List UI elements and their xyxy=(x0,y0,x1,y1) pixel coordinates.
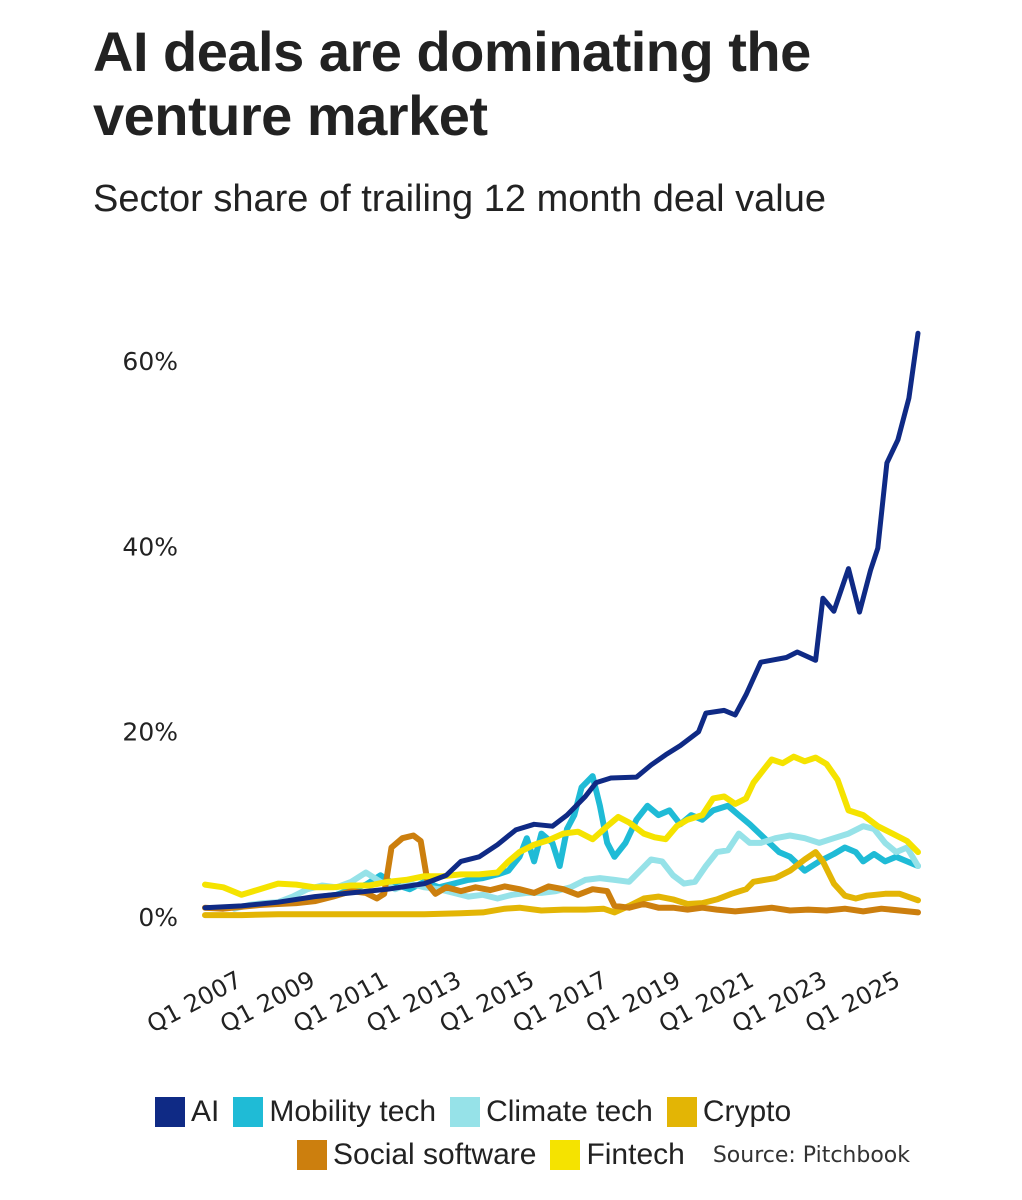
series-line-crypto xyxy=(202,849,921,919)
legend-item-crypto: Crypto xyxy=(666,1095,792,1129)
y-tick-label: 20% xyxy=(122,718,178,747)
legend-item-ai: AI xyxy=(155,1095,219,1129)
legend-row-2: Social software Fintech Source: Pitchbook xyxy=(297,1138,910,1172)
series-line-climate-tech xyxy=(231,823,921,912)
legend-item-social-software: Social software xyxy=(297,1138,536,1172)
legend-swatch xyxy=(233,1097,264,1127)
legend-label: AI xyxy=(191,1095,220,1128)
legend-row-1: AI Mobility tech Climate tech Crypto xyxy=(155,1095,805,1129)
y-tick-label: 60% xyxy=(122,347,178,376)
legend-swatch xyxy=(297,1140,327,1170)
legend-label: Social software xyxy=(333,1138,537,1171)
legend-swatch xyxy=(155,1097,185,1127)
legend-label: Climate tech xyxy=(486,1095,653,1128)
series-line-ai xyxy=(202,330,921,911)
chart-subtitle: Sector share of trailing 12 month deal v… xyxy=(93,178,826,220)
legend-swatch xyxy=(550,1140,581,1170)
y-tick-label: 40% xyxy=(122,532,178,561)
legend-swatch xyxy=(666,1097,697,1127)
legend-item-fintech: Fintech xyxy=(550,1138,685,1172)
source-note: Source: Pitchbook xyxy=(712,1142,910,1168)
legend-item-mobility-tech: Mobility tech xyxy=(233,1095,436,1129)
series-line-fintech xyxy=(202,753,921,898)
legend-label: Mobility tech xyxy=(269,1095,437,1128)
legend-item-climate-tech: Climate tech xyxy=(450,1095,653,1129)
y-tick-label: 0% xyxy=(138,903,178,932)
legend-label: Crypto xyxy=(702,1095,792,1128)
legend-swatch xyxy=(450,1097,481,1127)
legend-label: Fintech xyxy=(586,1138,685,1171)
chart-title: AI deals are dominating the venture mark… xyxy=(93,20,811,147)
series-lines xyxy=(202,330,921,919)
y-axis: 0% 20% 40% 60% xyxy=(122,347,178,932)
